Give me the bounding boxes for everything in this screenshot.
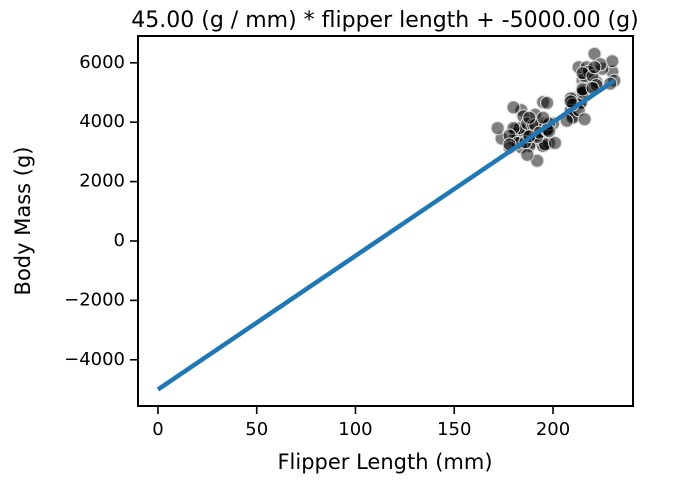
x-tick-label: 150 [437,419,471,440]
y-tick-label: −2000 [64,289,125,310]
y-tick-label: 6000 [79,52,125,73]
y-tick-label: 2000 [79,171,125,192]
y-axis-label: Body Mass (g) [11,147,35,296]
x-tick-label: 0 [152,419,163,440]
y-tick-label: −4000 [64,349,125,370]
chart-title: 45.00 (g / mm) * flipper length + -5000.… [131,8,638,33]
x-tick-label: 50 [245,419,268,440]
plot-frame [137,35,634,407]
data-point [490,121,505,136]
data-point [522,110,537,125]
data-point [577,112,592,127]
data-point [540,95,555,110]
data-point [536,110,551,125]
y-tick-label: 0 [114,230,125,251]
data-point [520,147,535,162]
data-point [547,135,562,150]
data-point [587,60,602,75]
x-tick-label: 100 [338,419,372,440]
y-tick-label: 4000 [79,111,125,132]
x-tick-label: 200 [536,419,570,440]
x-axis-label: Flipper Length (mm) [277,450,492,474]
data-point [506,100,521,115]
fit-line [156,78,616,392]
